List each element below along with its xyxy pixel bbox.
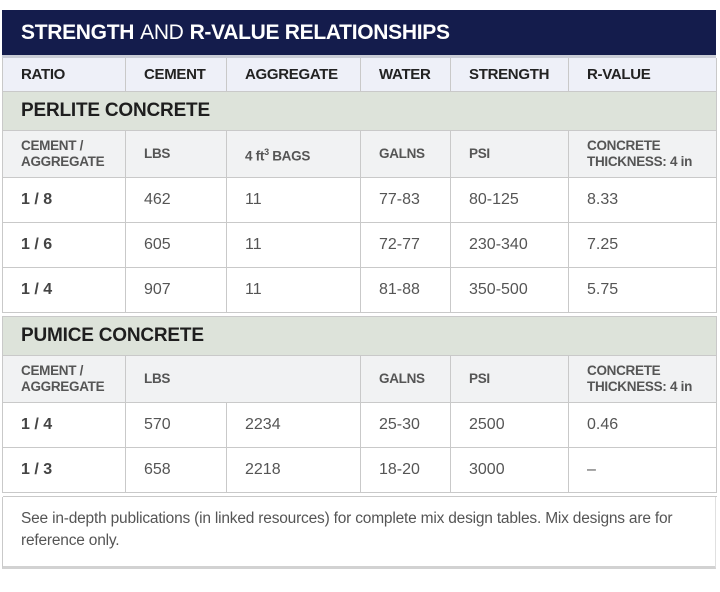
cell-strength: 350-500 (450, 267, 569, 313)
footnote: See in-depth publications (in linked res… (2, 497, 716, 569)
table-row: 1 / 3 658 2218 18-20 3000 – (2, 447, 717, 493)
cell-aggregate: 2218 (226, 447, 361, 493)
subheader-water: GALNS (360, 130, 451, 178)
cell-cement: 658 (125, 447, 227, 493)
cell-cement: 570 (125, 402, 227, 448)
subheader-row: CEMENT / AGGREGATE LBS 4 ft3 BAGS GALNS … (2, 130, 717, 178)
cell-ratio: 1 / 8 (2, 177, 126, 223)
subheader-ratio: CEMENT / AGGREGATE (2, 130, 126, 178)
cell-ratio: 1 / 4 (2, 402, 126, 448)
cell-water: 25-30 (360, 402, 451, 448)
col-ratio: RATIO (2, 58, 126, 92)
cell-water: 72-77 (360, 222, 451, 268)
subheader-water: GALNS (360, 355, 451, 403)
col-aggregate: AGGREGATE (226, 58, 361, 92)
cell-ratio: 1 / 4 (2, 267, 126, 313)
cell-water: 81-88 (360, 267, 451, 313)
title-bold-1: STRENGTH (21, 20, 135, 44)
title-bold-2: R-VALUE RELATIONSHIPS (189, 20, 450, 44)
cell-rvalue: 7.25 (568, 222, 717, 268)
subheader-rvalue: CONCRETE THICKNESS: 4 in (568, 130, 717, 178)
cell-water: 77-83 (360, 177, 451, 223)
section-perlite: PERLITE CONCRETE (2, 91, 717, 131)
strength-rvalue-table-card: STRENGTH AND R-VALUE RELATIONSHIPS RATIO C… (2, 10, 717, 569)
cell-strength: 230-340 (450, 222, 569, 268)
subheader-row: CEMENT / AGGREGATE LBS GALNS PSI CONCRET… (2, 355, 717, 403)
cell-rvalue: 5.75 (568, 267, 717, 313)
col-water: WATER (360, 58, 451, 92)
cell-water: 18-20 (360, 447, 451, 493)
cell-aggregate: 11 (226, 177, 361, 223)
cell-strength: 80-125 (450, 177, 569, 223)
section-title: PERLITE CONCRETE (2, 91, 717, 131)
cell-aggregate: 2234 (226, 402, 361, 448)
section-pumice: PUMICE CONCRETE (2, 316, 717, 356)
cell-cement: 462 (125, 177, 227, 223)
table-title: STRENGTH AND R-VALUE RELATIONSHIPS (2, 10, 716, 58)
table-row: 1 / 4 907 11 81-88 350-500 5.75 (2, 267, 717, 313)
subheader-cement-aggregate: LBS (125, 355, 361, 403)
cell-strength: 3000 (450, 447, 569, 493)
section-gap (2, 492, 717, 497)
subheader-aggregate: 4 ft3 BAGS (226, 130, 361, 178)
title-thin: AND (140, 20, 184, 44)
table-row: 1 / 8 462 11 77-83 80-125 8.33 (2, 177, 717, 223)
col-rvalue: R-VALUE (568, 58, 717, 92)
subheader-strength: PSI (450, 130, 569, 178)
mix-table: RATIO CEMENT AGGREGATE WATER STRENGTH R-… (2, 58, 717, 497)
section-title: PUMICE CONCRETE (2, 316, 717, 356)
subheader-ratio: CEMENT / AGGREGATE (2, 355, 126, 403)
subheader-rvalue: CONCRETE THICKNESS: 4 in (568, 355, 717, 403)
cell-cement: 907 (125, 267, 227, 313)
cell-strength: 2500 (450, 402, 569, 448)
cell-aggregate: 11 (226, 222, 361, 268)
cell-ratio: 1 / 3 (2, 447, 126, 493)
table-row: 1 / 6 605 11 72-77 230-340 7.25 (2, 222, 717, 268)
cell-rvalue: – (568, 447, 717, 493)
subheader-strength: PSI (450, 355, 569, 403)
cell-rvalue: 8.33 (568, 177, 717, 223)
column-header-row: RATIO CEMENT AGGREGATE WATER STRENGTH R-… (2, 58, 717, 92)
cell-cement: 605 (125, 222, 227, 268)
cell-aggregate: 11 (226, 267, 361, 313)
cell-rvalue: 0.46 (568, 402, 717, 448)
col-cement: CEMENT (125, 58, 227, 92)
subheader-cement: LBS (125, 130, 227, 178)
table-row: 1 / 4 570 2234 25-30 2500 0.46 (2, 402, 717, 448)
col-strength: STRENGTH (450, 58, 569, 92)
cell-ratio: 1 / 6 (2, 222, 126, 268)
